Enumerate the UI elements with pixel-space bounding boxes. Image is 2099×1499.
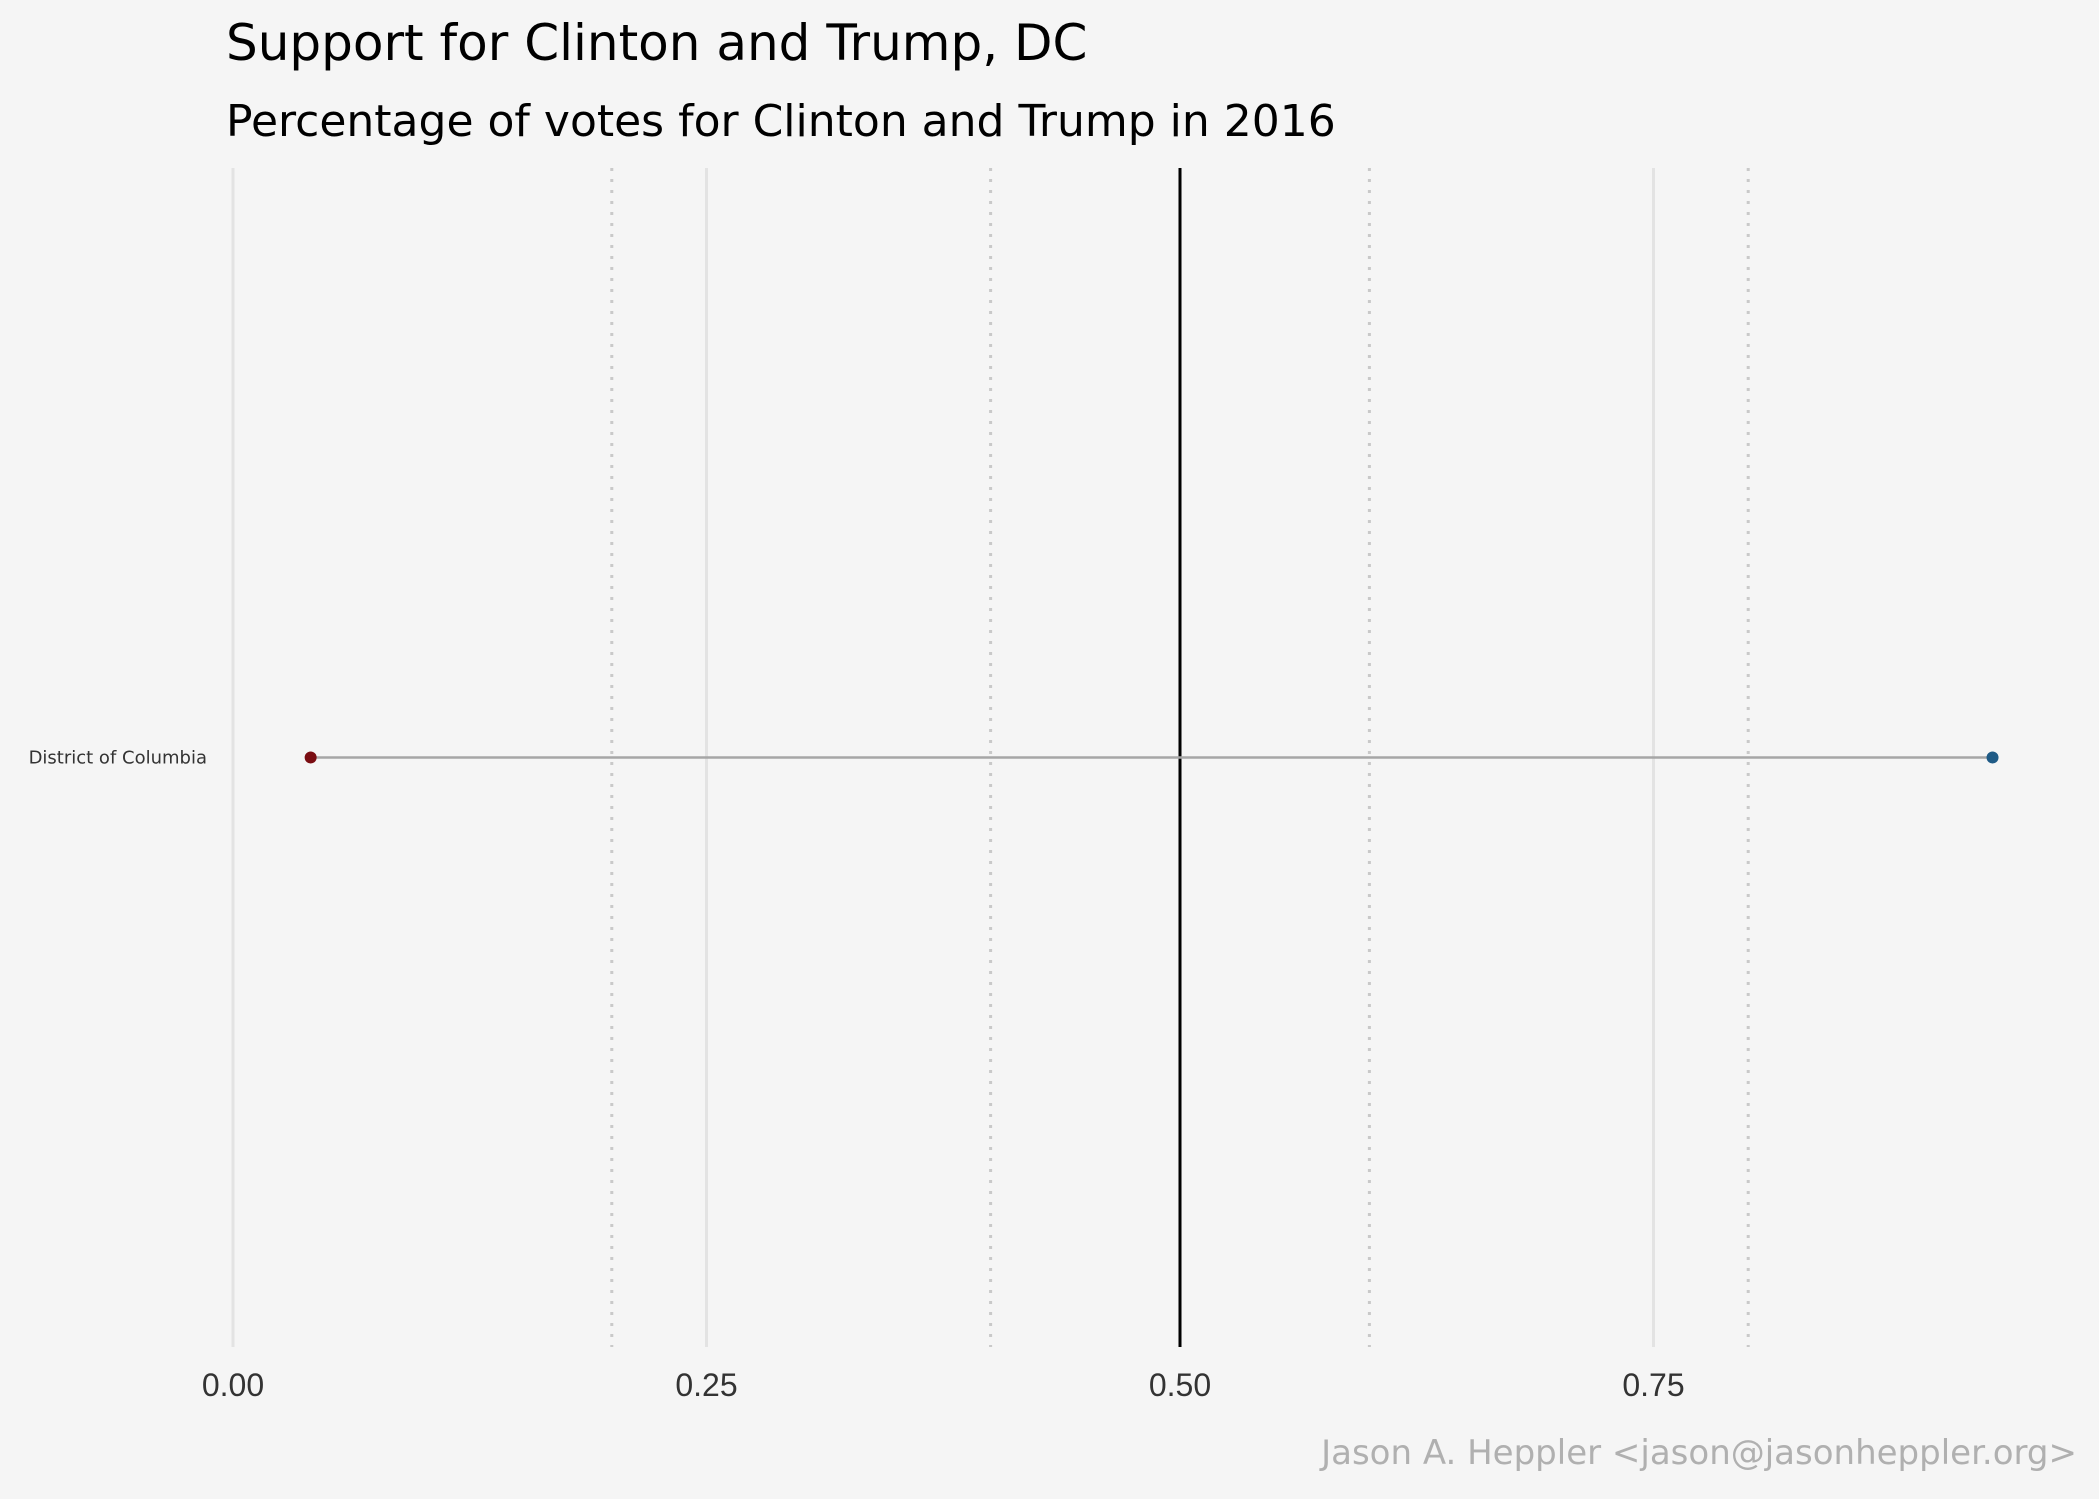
x-tick-label: 0.75 (1622, 1367, 1684, 1403)
x-tick-label: 0.00 (202, 1367, 264, 1403)
marks-layer (304, 168, 1999, 1347)
data-point (304, 751, 317, 764)
y-axis: District of Columbia (29, 748, 207, 769)
chart-caption: Jason A. Heppler <jason@jasonheppler.org… (1319, 1433, 2077, 1473)
category-label: District of Columbia (29, 748, 207, 769)
x-tick-label: 0.25 (675, 1367, 737, 1403)
chart-subtitle: Percentage of votes for Clinton and Trum… (226, 96, 1336, 147)
chart-title: Support for Clinton and Trump, DC (226, 14, 1087, 72)
data-point (1986, 751, 1999, 764)
x-axis: 0.00 0.25 0.50 0.75 (202, 1367, 1685, 1403)
x-tick-label: 0.50 (1149, 1367, 1211, 1403)
